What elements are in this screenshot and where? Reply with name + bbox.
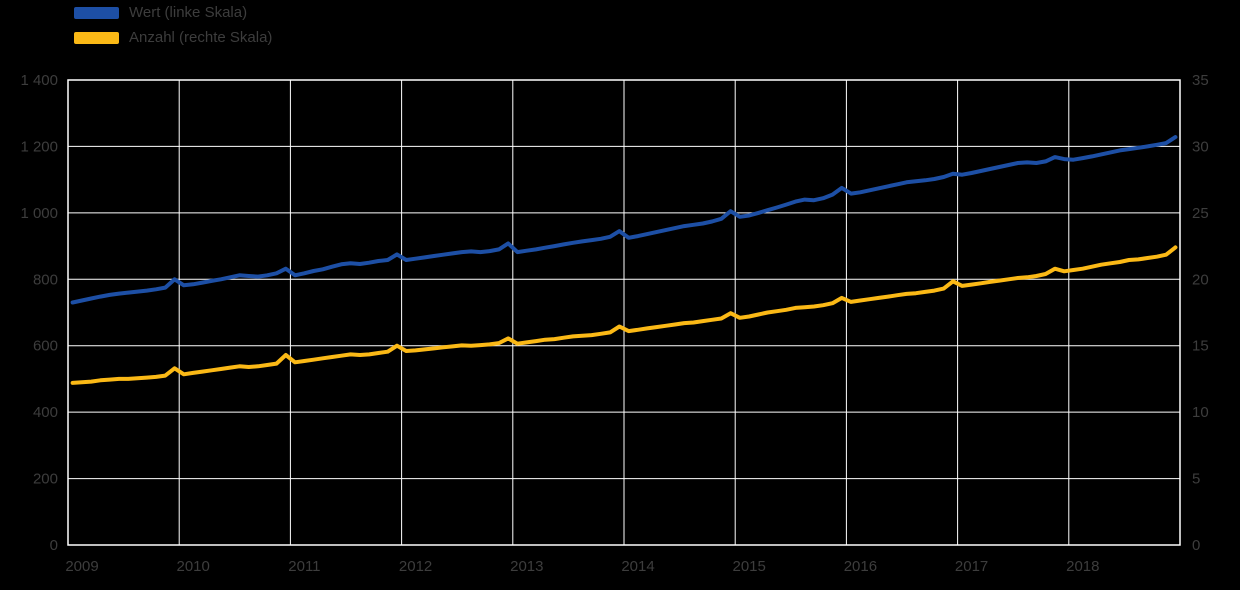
left-axis-tick-label: 200 <box>33 471 58 488</box>
gridlines <box>67 79 1181 546</box>
x-axis-tick-label: 2013 <box>510 558 543 575</box>
x-axis-tick-label: 2016 <box>844 558 877 575</box>
x-axis-tick-label: 2010 <box>177 558 210 575</box>
left-axis-tick-label: 1 200 <box>20 138 58 155</box>
right-axis-tick-label: 10 <box>1192 404 1209 421</box>
right-axis-tick-label: 35 <box>1192 72 1209 89</box>
wert-series-swatch-icon <box>74 7 119 19</box>
left-axis-tick-label: 400 <box>33 404 58 421</box>
x-axis-tick-label: 2011 <box>288 558 320 575</box>
left-axis-tick-label: 0 <box>50 537 58 554</box>
right-axis-tick-label: 30 <box>1192 138 1209 155</box>
x-axis-tick-label: 2009 <box>65 558 98 575</box>
series-line-wert <box>70 135 1178 305</box>
chart-legend: Wert (linke Skala) Anzahl (rechte Skala) <box>74 4 272 47</box>
left-axis-tick-label: 1 400 <box>20 72 58 89</box>
right-axis-tick-label: 5 <box>1192 471 1200 488</box>
right-axis-tick-label: 20 <box>1192 271 1209 288</box>
left-axis-tick-label: 800 <box>33 271 58 288</box>
plot-border <box>67 79 1181 546</box>
left-axis-tick-label: 1 000 <box>20 205 58 222</box>
x-axis-tick-label: 2012 <box>399 558 432 575</box>
series-line-anzahl <box>70 245 1178 385</box>
right-axis-tick-label: 0 <box>1192 537 1200 554</box>
right-axis-tick-label: 15 <box>1192 338 1209 355</box>
legend-label-wert: Wert (linke Skala) <box>129 4 248 21</box>
axis-labels: 0 200 400 600 800 1 000 1 200 1 400 0 5 10 15 20 25 30… <box>20 72 1208 575</box>
legend-label-anzahl: Anzahl (rechte Skala) <box>129 29 273 46</box>
left-axis-tick-label: 600 <box>33 338 58 355</box>
legend-item-anzahl: Anzahl (rechte Skala) <box>74 29 272 47</box>
x-axis-tick-label: 2014 <box>621 558 654 575</box>
anzahl-series-swatch-icon <box>74 32 119 44</box>
x-axis-tick-label: 2017 <box>955 558 988 575</box>
x-axis-tick-label: 2015 <box>733 558 766 575</box>
legend-item-wert: Wert (linke Skala) <box>74 4 272 22</box>
x-axis-tick-label: 2018 <box>1066 558 1099 575</box>
right-axis-tick-label: 25 <box>1192 205 1209 222</box>
